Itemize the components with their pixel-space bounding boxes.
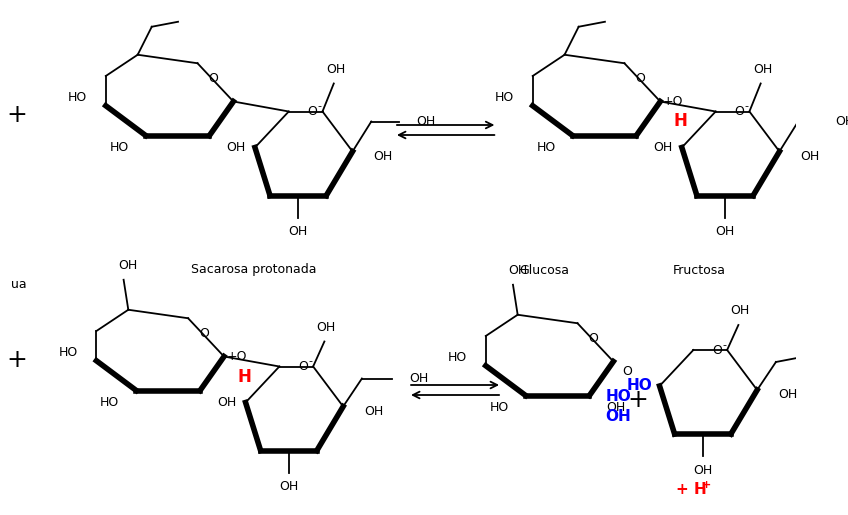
Text: -: -	[722, 340, 727, 350]
Text: OH: OH	[326, 63, 345, 76]
Text: OH: OH	[836, 115, 848, 128]
Text: O: O	[209, 72, 219, 85]
Text: OH: OH	[716, 225, 734, 238]
Text: HO: HO	[68, 91, 87, 104]
Text: +O: +O	[663, 95, 683, 108]
Text: -: -	[318, 101, 322, 112]
Text: O: O	[712, 344, 722, 356]
Text: +: +	[628, 388, 649, 412]
Text: OH: OH	[605, 409, 631, 424]
Text: OH: OH	[416, 115, 436, 128]
Text: -: -	[309, 356, 312, 367]
Text: OH: OH	[119, 259, 138, 272]
Text: HO: HO	[537, 141, 555, 154]
Text: HO: HO	[448, 351, 467, 364]
Text: O: O	[622, 365, 633, 378]
Text: +: +	[7, 103, 27, 127]
Text: HO: HO	[489, 401, 509, 414]
Text: O: O	[199, 327, 209, 340]
Text: HO: HO	[605, 389, 631, 404]
Text: OH: OH	[753, 63, 773, 76]
Text: OH: OH	[288, 225, 308, 238]
Text: -: -	[745, 101, 749, 112]
Text: OH: OH	[606, 401, 626, 414]
Text: +O: +O	[226, 350, 247, 363]
Text: + H: + H	[676, 483, 706, 497]
Text: OH: OH	[364, 405, 383, 418]
Text: O: O	[308, 105, 317, 118]
Text: HO: HO	[627, 379, 652, 393]
Text: O: O	[298, 360, 308, 373]
Text: O: O	[635, 72, 645, 85]
Text: HO: HO	[494, 91, 514, 104]
Text: OH: OH	[800, 150, 819, 163]
Text: HO: HO	[59, 346, 78, 359]
Text: OH: OH	[693, 464, 712, 476]
Text: OH: OH	[409, 372, 428, 385]
Text: OH: OH	[731, 304, 750, 318]
Text: ua: ua	[11, 279, 27, 291]
Text: O: O	[734, 105, 745, 118]
Text: OH: OH	[373, 150, 393, 163]
Text: HO: HO	[109, 141, 129, 154]
Text: +: +	[7, 348, 27, 372]
Text: H: H	[673, 112, 688, 130]
Text: +: +	[702, 480, 711, 490]
Text: OH: OH	[508, 264, 527, 277]
Text: O: O	[589, 332, 599, 345]
Text: HO: HO	[100, 396, 120, 409]
Text: OH: OH	[226, 141, 246, 154]
Text: OH: OH	[217, 396, 237, 409]
Text: OH: OH	[778, 388, 797, 402]
Text: H: H	[237, 368, 251, 386]
Text: OH: OH	[653, 141, 672, 154]
Text: OH: OH	[316, 321, 336, 334]
Text: Fructosa: Fructosa	[672, 264, 726, 277]
Text: OH: OH	[279, 480, 298, 493]
Text: Sacarosa protonada: Sacarosa protonada	[191, 264, 316, 277]
Text: Glucosa: Glucosa	[519, 264, 569, 277]
